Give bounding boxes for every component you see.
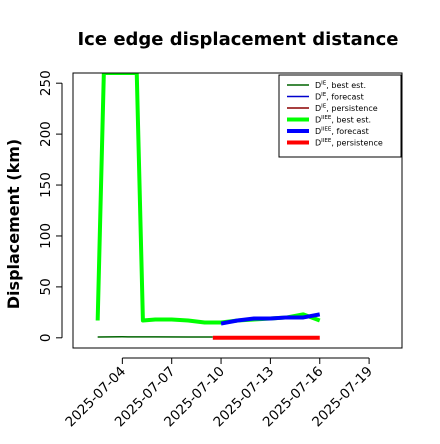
y-axis-label: Displacement (km) bbox=[4, 139, 23, 309]
legend-label-suffix: , best est. bbox=[326, 81, 366, 90]
legend-label-suffix: , forecast bbox=[331, 127, 368, 136]
y-tick-label: 50 bbox=[38, 278, 54, 295]
legend-label-suffix: , persistence bbox=[326, 104, 377, 113]
legend-label-sup: IIEE bbox=[321, 127, 332, 133]
y-tick-label: 0 bbox=[38, 334, 54, 343]
chart-title: Ice edge displacement distance bbox=[77, 29, 398, 50]
legend-label-suffix: , persistence bbox=[331, 139, 382, 148]
legend-label-suffix: , forecast bbox=[326, 93, 363, 102]
legend-label-sup: IIEE bbox=[321, 138, 332, 144]
legend-label-sup: IIEE bbox=[321, 115, 332, 121]
legend-label-suffix: , best est. bbox=[331, 116, 371, 125]
y-tick-label: 100 bbox=[38, 223, 54, 249]
y-tick-label: 200 bbox=[38, 121, 54, 147]
y-tick-label: 250 bbox=[38, 70, 54, 96]
y-tick-label: 150 bbox=[38, 172, 54, 198]
